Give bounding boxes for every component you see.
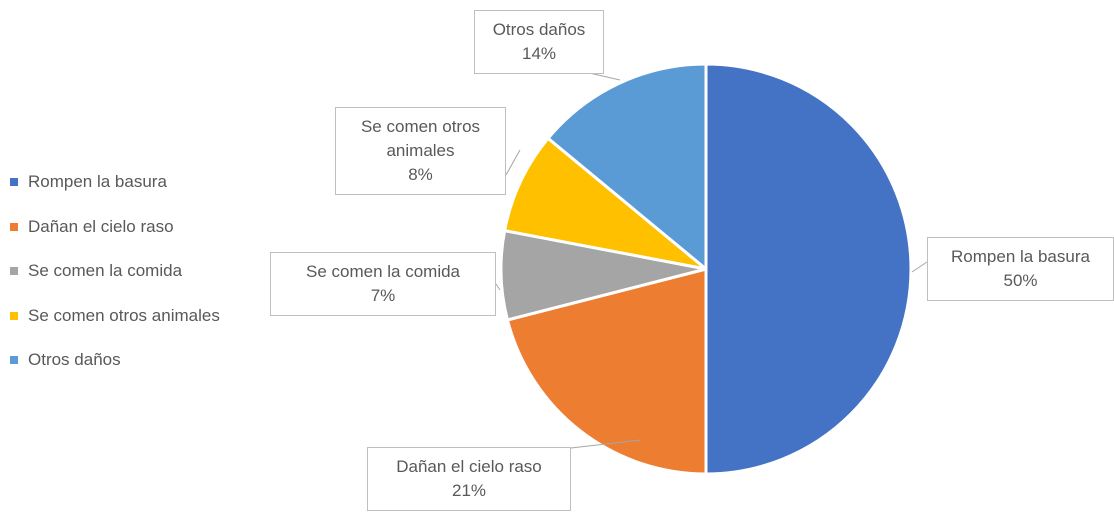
legend-swatch	[10, 222, 18, 231]
legend-label: Otros daños	[28, 350, 121, 369]
legend-swatch	[10, 356, 18, 364]
pie-slice	[545, 62, 708, 273]
legend-item: Rompen la basura	[10, 172, 167, 192]
data-label-category: Rompen la basura	[951, 247, 1090, 266]
legend-swatch	[10, 178, 18, 186]
legend-item: Dañan el cielo raso	[10, 217, 174, 237]
data-label-category: Otros daños	[492, 20, 586, 39]
pie-slice	[704, 62, 913, 476]
leader-line	[495, 283, 501, 291]
leader-line	[570, 439, 641, 449]
data-label: Otros daños 14%	[474, 10, 604, 74]
leader-line	[505, 149, 521, 176]
data-label: Se comen otros animales 8%	[335, 107, 506, 195]
data-label-value: 14%	[521, 44, 557, 63]
data-label-value: 8%	[408, 165, 433, 184]
legend-item: Se comen la comida	[10, 261, 182, 281]
legend-swatch	[10, 267, 18, 275]
data-label-category: Dañan el cielo raso	[396, 457, 542, 476]
legend-item: Se comen otros animales	[10, 306, 220, 326]
data-label: Rompen la basura 50%	[927, 237, 1114, 301]
data-label-value: 50%	[1003, 271, 1038, 290]
data-label-value: 7%	[370, 286, 396, 305]
data-label-category: Se comen otros animales	[360, 117, 481, 160]
data-label-value: 21%	[451, 481, 487, 500]
pie-slice	[505, 267, 708, 476]
legend-label: Se comen la comida	[28, 261, 183, 280]
data-label: Dañan el cielo raso 21%	[367, 447, 571, 511]
data-label: Se comen la comida 7%	[270, 252, 496, 316]
leader-line	[911, 261, 928, 273]
data-label-category: Se comen la comida	[305, 262, 461, 281]
pie-slice	[502, 136, 707, 271]
legend-label: Se comen otros animales	[28, 305, 220, 325]
legend-label: Dañan el cielo raso	[28, 216, 174, 236]
legend-swatch	[10, 311, 18, 320]
legend-item: Otros daños	[10, 350, 121, 370]
legend-label: Rompen la basura	[28, 172, 167, 191]
